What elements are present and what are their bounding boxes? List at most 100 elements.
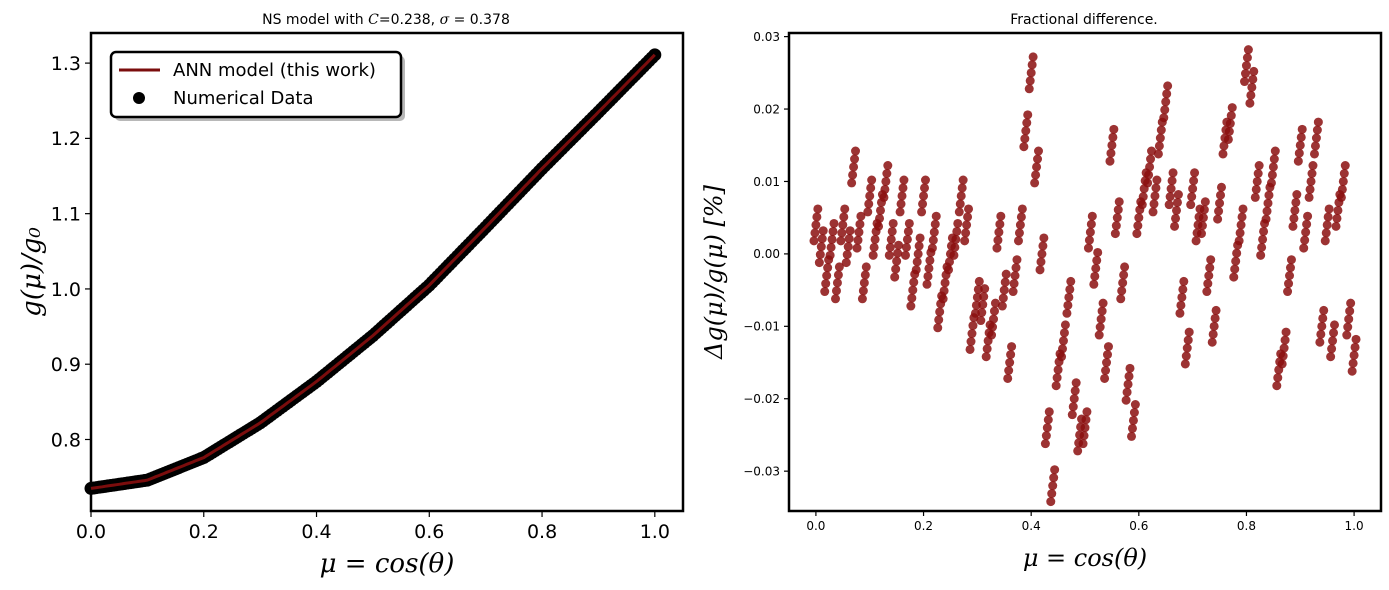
- fractional-diff-point: [1348, 358, 1358, 368]
- fractional-diff-point: [914, 241, 924, 251]
- fractional-diff-point: [1014, 228, 1024, 238]
- fractional-diff-point: [1121, 395, 1131, 405]
- fractional-diff-point: [1186, 200, 1196, 210]
- fractional-diff-point: [1151, 183, 1161, 193]
- fractional-diff-point: [1038, 241, 1048, 251]
- fractional-diff-point: [933, 323, 943, 333]
- fractional-diff-point: [821, 279, 831, 289]
- fractional-diff-point: [1224, 126, 1234, 136]
- fractional-diff-point: [1041, 431, 1051, 441]
- fractional-diff-point: [1278, 351, 1288, 361]
- fractional-diff-point: [1089, 279, 1099, 289]
- fractional-diff-point: [1309, 149, 1319, 159]
- fractional-diff-point: [950, 242, 960, 252]
- fractional-diff-point: [1040, 439, 1050, 449]
- fractional-diff-point: [1259, 226, 1269, 236]
- fractional-diff-point: [1241, 61, 1251, 71]
- fractional-diff-point: [1324, 204, 1334, 214]
- fractional-diff-point: [1295, 140, 1305, 150]
- fractional-diff-point: [1073, 446, 1083, 456]
- fractional-diff-point: [1143, 178, 1153, 188]
- fractional-diff-point: [1068, 402, 1078, 412]
- fractional-diff-point: [1033, 154, 1043, 164]
- fractional-diff-point: [1299, 243, 1309, 253]
- fractional-diff-point: [1020, 134, 1030, 144]
- fractional-diff-point: [1258, 234, 1268, 244]
- fractional-diff-point: [960, 236, 970, 246]
- fractional-diff-point: [1128, 415, 1138, 425]
- left-y-tick-label: 1.2: [51, 128, 81, 150]
- fractional-diff-point: [1015, 220, 1025, 230]
- fractional-diff-point: [987, 330, 997, 340]
- fractional-diff-point: [1227, 103, 1237, 113]
- right-y-tick-label: 0.02: [753, 102, 780, 116]
- fractional-diff-point: [999, 285, 1009, 295]
- fractional-diff-point: [1150, 191, 1160, 201]
- fractional-diff-point: [1122, 387, 1132, 397]
- fractional-diff-point: [1313, 117, 1323, 127]
- fractional-diff-point: [1251, 184, 1261, 194]
- fractional-diff-point: [1086, 219, 1096, 229]
- fractional-diff-point: [1163, 81, 1173, 91]
- fractional-diff-point: [1165, 192, 1175, 202]
- fractional-diff-point: [1053, 365, 1063, 375]
- fractional-diff-point: [1323, 212, 1333, 222]
- fractional-diff-point: [1106, 148, 1116, 158]
- fractional-diff-point: [1113, 205, 1123, 215]
- left-x-tick-label: 0.6: [414, 521, 444, 543]
- fractional-diff-point: [1327, 344, 1337, 354]
- fractional-diff-point: [1188, 184, 1198, 194]
- fractional-diff-point: [1262, 206, 1272, 216]
- fractional-diff-point: [1254, 161, 1264, 171]
- fractional-diff-point: [881, 176, 891, 186]
- fractional-diff-point: [1216, 182, 1226, 192]
- fractional-diff-point: [1064, 292, 1074, 302]
- fractional-diff-point: [1311, 133, 1321, 143]
- fractional-diff-point: [904, 218, 914, 228]
- fractional-diff-point: [989, 306, 999, 316]
- fractional-diff-point: [1267, 170, 1277, 180]
- fractional-diff-point: [1046, 497, 1056, 507]
- fractional-diff-point: [1216, 190, 1226, 200]
- fractional-diff-point: [908, 285, 918, 295]
- fractional-diff-point: [1238, 204, 1248, 214]
- fractional-diff-point: [1132, 229, 1142, 239]
- fractional-diff-point: [1339, 169, 1349, 179]
- fractional-diff-point: [860, 270, 870, 280]
- fractional-diff-point: [1154, 141, 1164, 151]
- fractional-diff-point: [1171, 213, 1181, 223]
- fractional-diff-point: [1281, 327, 1291, 337]
- fractional-diff-point: [1180, 359, 1190, 369]
- fractional-diff-point: [978, 300, 988, 310]
- fractional-diff-point: [893, 248, 903, 258]
- fractional-diff-point: [1342, 330, 1352, 340]
- fractional-diff-point: [1096, 314, 1106, 324]
- fractional-diff-point: [1159, 113, 1169, 123]
- fractional-diff-point: [1100, 373, 1110, 383]
- fractional-diff-point: [1026, 68, 1036, 78]
- fractional-diff-point: [990, 298, 1000, 308]
- fractional-diff-point: [1117, 286, 1127, 296]
- fractional-diff-point: [897, 191, 907, 201]
- fractional-diff-point: [966, 337, 976, 347]
- fractional-diff-point: [1292, 190, 1302, 200]
- left-y-tick-label: 1.3: [51, 53, 81, 75]
- fractional-diff-point: [1022, 118, 1032, 128]
- fractional-diff-point: [953, 218, 963, 228]
- fractional-diff-point: [1102, 358, 1112, 368]
- fractional-diff-point: [1307, 169, 1317, 179]
- fractional-diff-point: [1162, 89, 1172, 99]
- fractional-diff-point: [1032, 162, 1042, 172]
- fractional-diff-point: [885, 242, 895, 252]
- fractional-diff-point: [1080, 423, 1090, 433]
- fractional-diff-point: [900, 250, 910, 260]
- fractional-diff-point: [906, 301, 916, 311]
- fractional-diff-point: [1103, 342, 1113, 352]
- fractional-diff-point: [1208, 329, 1218, 339]
- fractional-diff-point: [1182, 343, 1192, 353]
- fractional-diff-point: [1049, 473, 1059, 483]
- fractional-diff-point: [1173, 190, 1183, 200]
- fractional-diff-point: [1013, 236, 1023, 246]
- left-chart-title: NS model with C=0.238, σ = 0.378: [262, 12, 510, 28]
- fractional-diff-point: [1101, 365, 1111, 375]
